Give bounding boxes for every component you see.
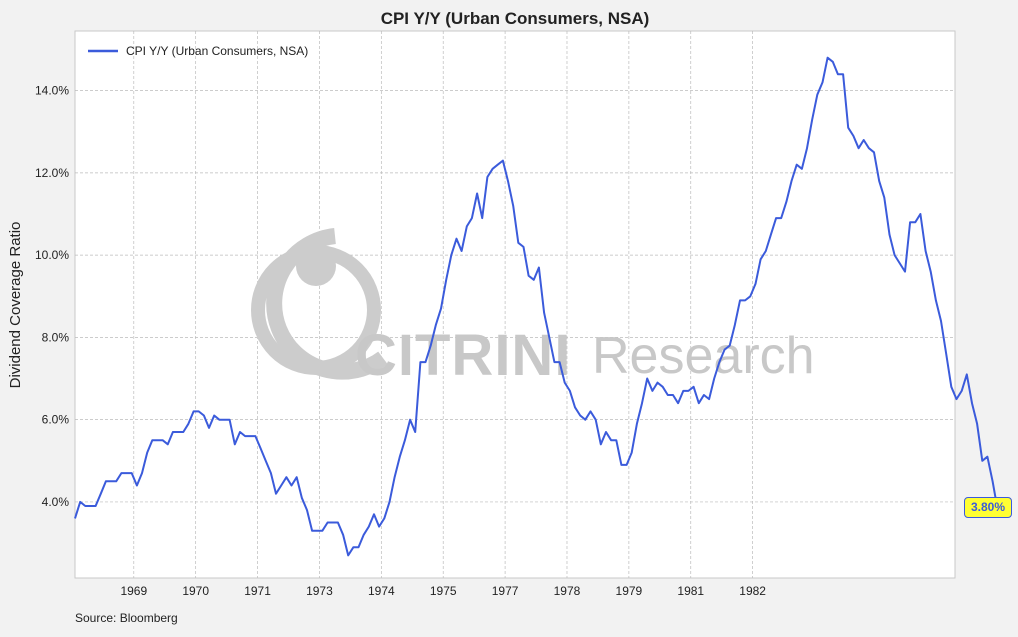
y-axis-label: Dividend Coverage Ratio (7, 222, 24, 389)
watermark-logo-head (296, 246, 336, 286)
x-tick-label: 1975 (430, 584, 457, 598)
watermark: CITRINI Research (251, 228, 815, 388)
x-axis-ticks: 1969 1970 1971 1973 1974 1975 1977 1978 1979 1981… (120, 584, 766, 598)
x-tick-label: 1977 (492, 584, 519, 598)
plot-area (74, 30, 956, 579)
legend-label: CPI Y/Y (Urban Consumers, NSA) (126, 44, 308, 58)
x-tick-label: 1981 (677, 584, 704, 598)
last-value-badge: 3.80% (964, 497, 1012, 518)
x-tick-label: 1974 (368, 584, 395, 598)
legend: CPI Y/Y (Urban Consumers, NSA) (88, 44, 308, 58)
y-tick-label: 14.0% (35, 84, 69, 98)
watermark-logo-arc (266, 228, 388, 380)
x-tick-label: 1970 (182, 584, 209, 598)
chart-title: CPI Y/Y (Urban Consumers, NSA) (381, 9, 650, 28)
watermark-brand-light: Research (592, 327, 815, 385)
x-tick-label: 1979 (616, 584, 643, 598)
x-tick-label: 1982 (739, 584, 766, 598)
y-tick-label: 4.0% (42, 495, 70, 509)
y-tick-label: 10.0% (35, 248, 69, 262)
series-line-cpi (74, 56, 999, 557)
x-tick-label: 1969 (120, 584, 147, 598)
x-tick-label: 1973 (306, 584, 333, 598)
grid (75, 31, 955, 578)
y-tick-label: 8.0% (42, 330, 70, 344)
y-tick-label: 6.0% (42, 413, 70, 427)
watermark-brand-bold: CITRINI (355, 323, 571, 388)
y-axis-ticks: 4.0% 6.0% 8.0% 10.0% 12.0% 14.0% (35, 84, 69, 509)
x-tick-label: 1978 (554, 584, 581, 598)
x-tick-label: 1971 (244, 584, 271, 598)
source-note: Source: Bloomberg (75, 611, 178, 625)
y-tick-label: 12.0% (35, 166, 69, 180)
